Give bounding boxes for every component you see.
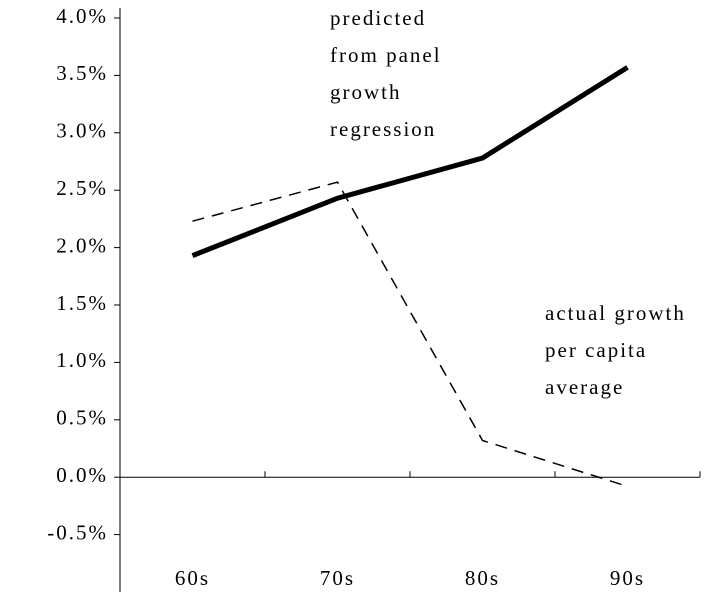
y-tick-label: 1.5% [56,291,108,315]
y-tick-label: 4.0% [56,4,108,28]
x-tick-label: 80s [465,566,500,590]
y-tick-label: 3.0% [56,119,108,143]
x-tick-label: 90s [610,566,645,590]
annotation: regression [330,117,436,141]
annotation: growth [330,80,402,104]
series-line [191,65,629,258]
annotation: actual growth [545,301,686,325]
annotation: average [545,375,624,399]
y-tick-label: 0.5% [56,406,108,430]
y-tick-label: 1.0% [56,348,108,372]
series-line [192,181,628,488]
annotation: predicted [330,6,426,30]
y-tick-label: -0.5% [47,520,108,544]
x-tick-label: 60s [175,566,210,590]
y-tick-label: 2.5% [56,176,108,200]
annotation: from panel [330,43,442,67]
y-tick-label: 3.5% [56,61,108,85]
y-tick-label: 2.0% [56,233,108,257]
y-tick-label: 0.0% [56,463,108,487]
x-tick-label: 70s [320,566,355,590]
annotation: per capita [545,338,647,362]
